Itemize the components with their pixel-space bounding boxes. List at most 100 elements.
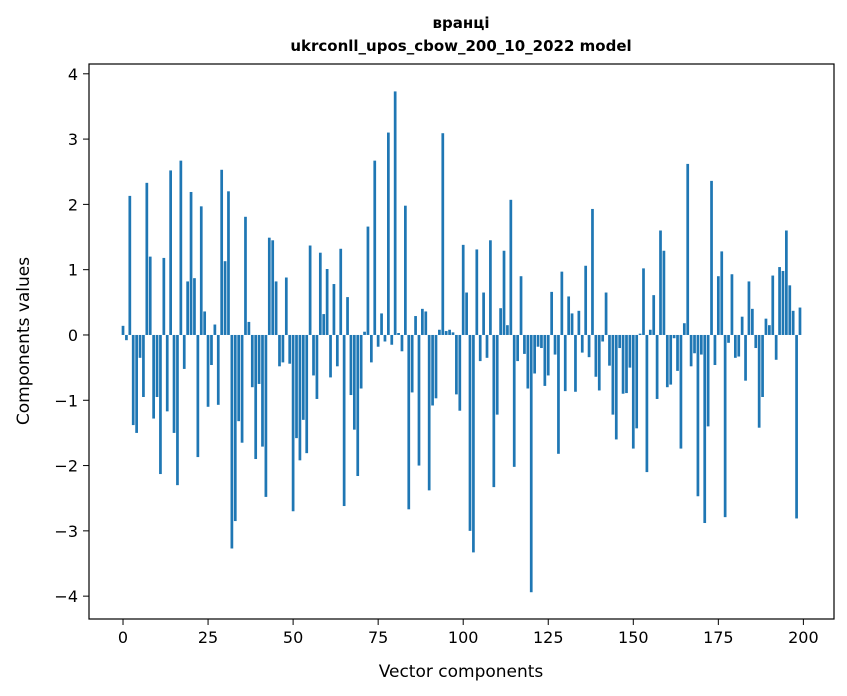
bar-116 — [516, 334, 519, 362]
bar-124 — [543, 334, 547, 386]
bar-195 — [785, 230, 788, 335]
bar-38 — [250, 334, 254, 388]
bar-157 — [655, 334, 659, 399]
bar-9 — [152, 334, 155, 419]
bar-12 — [162, 257, 166, 335]
bar-30 — [223, 261, 227, 335]
bar-109 — [492, 334, 496, 488]
bar-122 — [536, 334, 540, 347]
x-axis-label: Vector components — [379, 662, 544, 682]
bar-133 — [574, 334, 577, 392]
bar-40 — [257, 334, 261, 384]
y-tick-label: 1 — [68, 261, 78, 280]
bar-47 — [281, 334, 285, 363]
bar-179 — [730, 274, 734, 335]
y-tick-label: 2 — [68, 195, 78, 214]
bar-144 — [611, 334, 615, 415]
bar-84 — [407, 334, 411, 510]
bar-174 — [713, 334, 717, 366]
bar-113 — [506, 325, 509, 335]
bar-111 — [499, 308, 502, 335]
bar-125 — [546, 334, 550, 376]
bar-194 — [781, 270, 785, 335]
y-axis-label: Components values — [14, 257, 34, 425]
bar-112 — [502, 250, 506, 335]
y-tick-label: −1 — [54, 391, 78, 410]
bar-61 — [329, 334, 332, 378]
bar-187 — [757, 334, 761, 428]
bar-99 — [458, 334, 462, 411]
chart-title-line1: вранці — [433, 14, 490, 32]
bar-39 — [254, 334, 258, 460]
bar-150 — [631, 334, 635, 449]
bar-189 — [764, 318, 768, 335]
bar-17 — [179, 160, 183, 335]
bar-106 — [482, 292, 485, 335]
bar-119 — [526, 334, 530, 389]
bar-159 — [662, 250, 666, 335]
bar-158 — [659, 230, 662, 335]
bar-167 — [689, 334, 693, 367]
bar-188 — [761, 334, 764, 397]
bar-117 — [519, 276, 523, 335]
y-tick-label: 0 — [68, 326, 78, 345]
bar-145 — [614, 334, 618, 440]
bar-51 — [295, 334, 298, 439]
bar-3 — [131, 334, 135, 426]
bar-31 — [227, 191, 230, 335]
bar-16 — [176, 334, 179, 486]
chart-title-line2: ukrconll_upos_cbow_200_10_2022 model — [290, 37, 631, 55]
x-tick-label: 200 — [788, 628, 819, 647]
bar-62 — [332, 284, 336, 335]
bar-184 — [747, 281, 751, 335]
bar-114 — [509, 199, 513, 335]
axes-group: 0 25 50 75 100 125 150 175 200 −4 −3 −2 −1 0 1 2 3 4 — [54, 65, 818, 647]
bar-147 — [621, 334, 625, 394]
bar-171 — [703, 334, 707, 524]
bar-46 — [278, 334, 281, 367]
bar-37 — [247, 321, 251, 335]
bar-170 — [699, 334, 703, 355]
bar-94 — [441, 133, 445, 335]
bar-138 — [591, 208, 594, 335]
bar-35 — [240, 334, 244, 443]
x-tick-label: 175 — [703, 628, 734, 647]
bar-193 — [778, 267, 781, 335]
bar-118 — [523, 334, 526, 354]
bar-69 — [356, 334, 360, 477]
bar-177 — [723, 334, 727, 518]
bar-110 — [495, 334, 499, 415]
bar-97 — [451, 332, 455, 335]
bar-83 — [404, 205, 407, 335]
bar-96 — [448, 329, 451, 335]
bar-95 — [444, 331, 448, 335]
bar-196 — [788, 285, 792, 335]
bar-152 — [638, 333, 642, 335]
bar-182 — [740, 316, 744, 335]
bar-103 — [472, 334, 475, 553]
bar-127 — [553, 334, 557, 355]
bar-186 — [754, 334, 758, 349]
bar-105 — [478, 334, 482, 362]
bar-86 — [414, 316, 417, 335]
bar-54 — [305, 334, 309, 454]
bar-21 — [193, 278, 196, 335]
bar-68 — [352, 334, 356, 430]
bar-18 — [182, 334, 186, 369]
bar-33 — [233, 334, 237, 522]
x-tick-label: 0 — [118, 628, 128, 647]
bar-72 — [366, 226, 370, 335]
bar-67 — [349, 334, 353, 396]
bar-90 — [427, 334, 431, 491]
bar-88 — [421, 308, 424, 335]
bar-197 — [791, 310, 795, 335]
bar-168 — [693, 334, 696, 354]
bar-43 — [267, 237, 271, 335]
bar-178 — [727, 334, 730, 343]
bar-75 — [376, 334, 380, 347]
bar-115 — [512, 334, 516, 467]
y-tick-label: −3 — [54, 522, 78, 541]
bar-23 — [199, 206, 203, 335]
y-tick-label: −4 — [54, 587, 78, 606]
bar-164 — [679, 334, 683, 449]
